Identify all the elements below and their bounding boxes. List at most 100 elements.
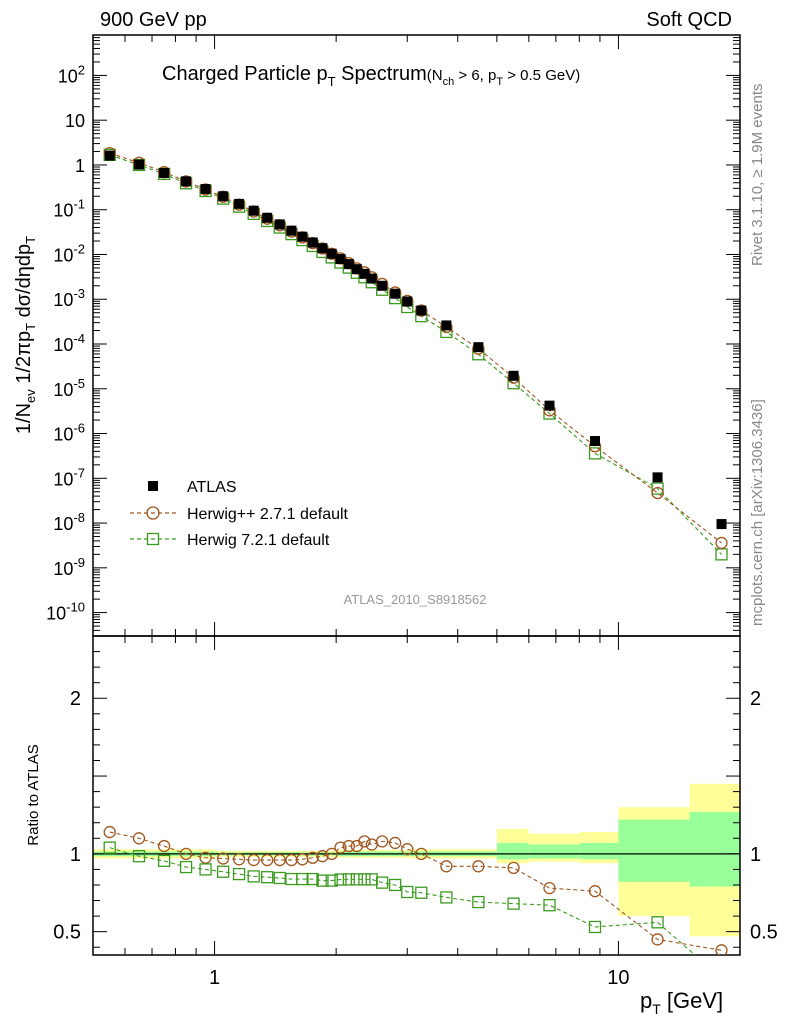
main-data-point — [134, 159, 145, 170]
main-data-point — [359, 268, 370, 279]
ratio-data-point — [247, 870, 260, 883]
ratio-data-point — [199, 851, 212, 864]
main-data-point — [351, 264, 362, 275]
main-data-point — [652, 472, 663, 483]
main-data-point — [590, 436, 601, 447]
ratio-data-point — [588, 885, 602, 898]
main-data-point — [104, 150, 115, 161]
ratio-data-point — [261, 853, 274, 867]
ratio-y-tick-label-right: 2 — [750, 688, 761, 710]
ratio-data-point — [296, 872, 309, 886]
ratio-data-point — [342, 839, 355, 853]
main-data-point — [343, 259, 354, 270]
ratio-data-point — [216, 852, 230, 865]
y-tick-label: 10-2 — [53, 241, 85, 265]
main-data-point — [715, 536, 728, 550]
y-tick-label: 10-10 — [46, 600, 85, 624]
main-data-point — [651, 486, 664, 500]
main-data-point — [473, 342, 484, 353]
y-tick-label: 10-5 — [53, 376, 85, 400]
x-axis-label: pT [GeV] — [640, 988, 723, 1017]
legend-herwigpp-marker — [146, 506, 160, 520]
legend: ATLAS Herwig++ 2.7.1 default Herwig 7.2.… — [130, 479, 349, 549]
main-data-point — [316, 242, 329, 255]
ratio-panel: 1 10 0.5 0.5 1 1 2 2 — [53, 635, 778, 989]
main-data-point — [159, 168, 170, 179]
y-tick-label: 10-3 — [53, 286, 85, 310]
legend-atlas-label: ATLAS — [187, 479, 237, 496]
main-data-point — [200, 184, 211, 195]
main-data-point — [297, 231, 308, 242]
main-data-point — [415, 304, 428, 317]
y-tick-label: 10-1 — [53, 197, 85, 221]
ratio-y-tick-label: 1 — [70, 844, 81, 866]
ratio-data-point — [472, 860, 485, 873]
ratio-data-point — [401, 885, 414, 899]
ratio-data-point — [715, 944, 728, 955]
ratio-data-point — [334, 841, 347, 854]
ratio-data-point — [132, 832, 146, 845]
ratio-y-tick-label: 2 — [70, 688, 81, 710]
ratio-data-point — [157, 854, 171, 868]
main-data-point — [716, 519, 727, 530]
ratio-data-point — [415, 886, 428, 899]
ratio-data-point — [247, 853, 260, 867]
ratio-data-point — [358, 835, 371, 848]
ratio-y-tick-label: 0.5 — [53, 922, 81, 944]
ratio-data-point — [232, 853, 246, 866]
main-data-point — [307, 237, 318, 248]
main-panel: 10-10 10-9 10-8 10-7 10-6 10-5 10-4 10-3 10-2 10-… — [46, 34, 741, 637]
y-tick-label: 10 — [65, 111, 85, 131]
ratio-data-point — [232, 867, 246, 881]
x-tick-label: 10 — [607, 967, 629, 989]
ratio-band-inner — [618, 819, 690, 882]
ratio-band-inner — [579, 842, 619, 860]
ratio-data-point — [376, 876, 389, 889]
analysis-watermark: ATLAS_2010_S8918562 — [344, 592, 487, 607]
main-data-point — [234, 198, 245, 209]
main-data-point — [286, 225, 297, 236]
ratio-data-point — [132, 850, 146, 863]
ratio-data-point — [651, 933, 664, 946]
main-data-point — [390, 288, 401, 299]
main-y-axis-label: 1/Nev 1/2πpT dσ/dηdpT — [13, 236, 38, 434]
y-tick-label: 10-6 — [53, 421, 85, 445]
main-data-point — [588, 447, 602, 460]
legend-herwigpp-label: Herwig++ 2.7.1 default — [187, 506, 349, 523]
legend-herwig7-label: Herwig 7.2.1 default — [187, 532, 330, 549]
main-data-point — [199, 183, 212, 196]
ratio-data-point — [376, 835, 389, 848]
ratio-data-point — [543, 881, 556, 895]
main-data-point — [326, 248, 337, 259]
y-tick-label: 102 — [58, 62, 85, 86]
main-data-point — [274, 219, 285, 230]
main-data-point — [377, 280, 388, 291]
y-tick-label: 10-8 — [53, 510, 85, 534]
ratio-band-inner — [496, 842, 529, 860]
ratio-data-point — [334, 873, 347, 886]
main-data-point — [651, 482, 664, 495]
mcplots-label: mcplots.cern.ch [arXiv:1306.3436] — [749, 399, 766, 626]
main-data-point — [416, 305, 427, 316]
header-right: Soft QCD — [646, 9, 732, 31]
ratio-data-point — [440, 891, 453, 904]
ratio-data-point — [199, 863, 212, 876]
ratio-data-point — [543, 899, 556, 912]
ratio-data-point — [316, 850, 329, 863]
rivet-version-label: Rivet 3.1.10, ≥ 1.9M events — [749, 84, 766, 267]
legend-atlas-marker — [148, 481, 158, 491]
ratio-data-point — [306, 872, 319, 886]
ratio-band-inner — [528, 844, 580, 859]
ratio-data-point — [325, 847, 338, 861]
ratio-data-point — [179, 860, 193, 874]
ratio-data-point — [179, 847, 193, 861]
ratio-data-point — [103, 825, 116, 839]
ratio-series-line — [109, 847, 696, 955]
main-data-point — [317, 243, 328, 254]
ratio-data-point — [316, 874, 329, 887]
main-data-point — [179, 175, 193, 188]
ratio-data-point — [273, 871, 286, 885]
ratio-y-axis-label: Ratio to ATLAS — [25, 744, 42, 845]
ratio-y-tick-label-right: 0.5 — [750, 922, 778, 944]
